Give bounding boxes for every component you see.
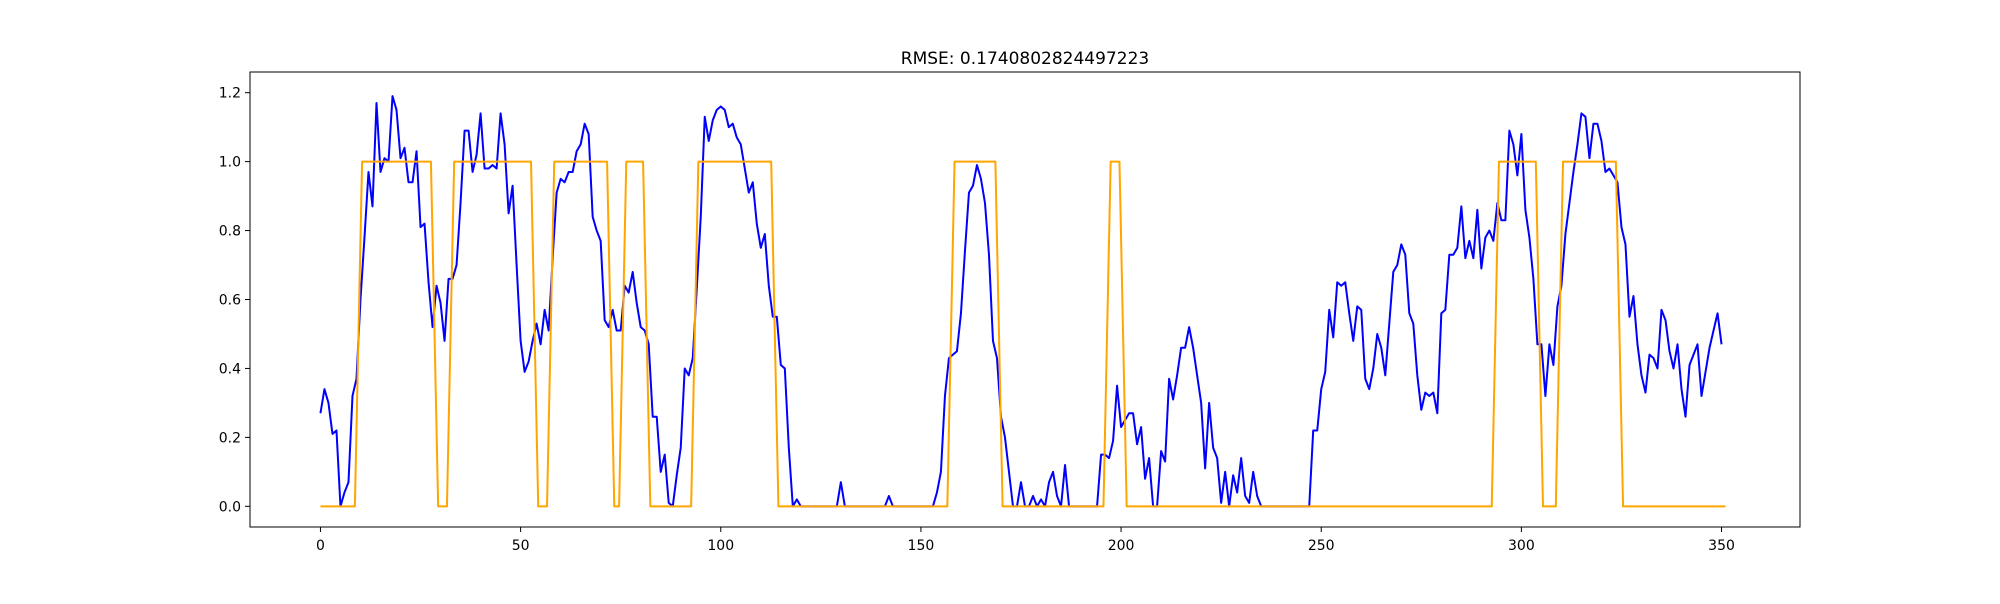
- y-axis: 0.0 0.2 0.4 0.6 0.8 1.0 1.2: [219, 86, 250, 515]
- x-tick-label: 350: [1708, 538, 1735, 554]
- x-tick-label: 150: [908, 538, 935, 554]
- x-tick-label: 250: [1308, 538, 1335, 554]
- x-axis: 0 50 100 150 200 250 300 350: [316, 527, 1735, 554]
- x-tick-label: 0: [316, 538, 325, 554]
- y-tick-label: 0.4: [219, 361, 241, 377]
- y-tick-label: 0.2: [219, 430, 241, 446]
- x-tick-label: 50: [512, 538, 530, 554]
- y-tick-label: 1.0: [219, 155, 241, 171]
- plot-frame: [249, 71, 1801, 528]
- chart-title: RMSE: 0.1740802824497223: [901, 49, 1149, 69]
- y-tick-label: 0.8: [219, 224, 241, 240]
- x-tick-label: 100: [707, 538, 734, 554]
- series-layer: [319, 95, 1726, 508]
- y-tick-label: 0.0: [219, 499, 241, 515]
- series-line-1: [319, 95, 1723, 508]
- y-tick-label: 1.2: [219, 86, 241, 102]
- series-line-2: [320, 160, 1726, 508]
- x-tick-label: 200: [1108, 538, 1135, 554]
- y-tick-label: 0.6: [219, 293, 241, 309]
- x-tick-label: 300: [1508, 538, 1535, 554]
